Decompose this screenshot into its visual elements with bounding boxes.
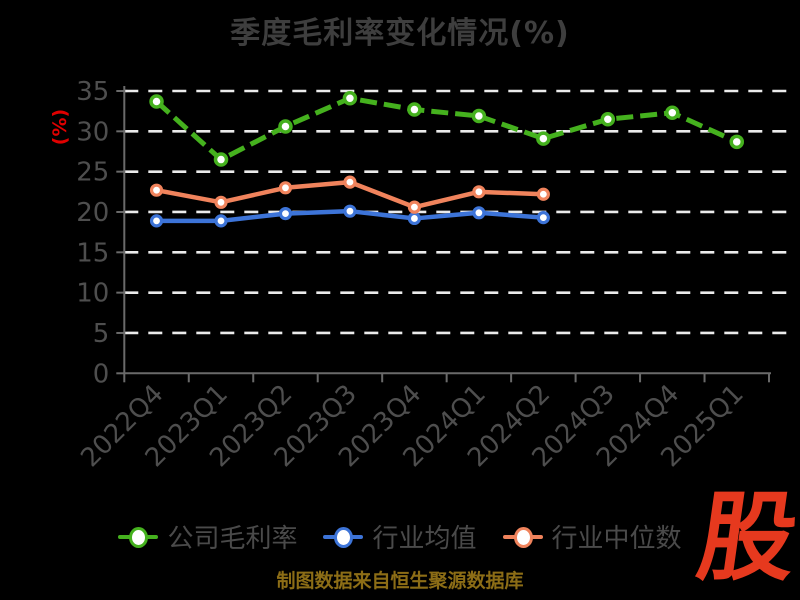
data-point-marker: [536, 131, 551, 146]
y-tick-label: 0: [93, 359, 110, 389]
data-point-marker: [472, 185, 486, 199]
legend-label: 公司毛利率: [167, 524, 298, 554]
legend-marker-blue-icon: [323, 526, 364, 548]
data-point-marker: [149, 94, 164, 109]
y-tick-label: 15: [76, 238, 109, 268]
series-公司毛利率: [149, 91, 745, 167]
legend-label: 行业均值: [372, 524, 477, 554]
y-tick-label: 5: [93, 319, 110, 349]
legend-marker-orange-icon: [502, 526, 543, 548]
data-point-marker: [278, 206, 293, 221]
data-point-marker: [214, 214, 228, 228]
data-point-marker: [149, 214, 164, 228]
chart-legend: 公司毛利率 行业均值 行业中位数: [0, 518, 800, 555]
data-point-marker: [278, 181, 293, 195]
data-point-marker: [149, 183, 164, 197]
legend-item-industry-average: 行业均值: [323, 518, 477, 555]
chart-title: 季度毛利率变化情况(%): [230, 16, 570, 51]
data-point-marker: [600, 111, 616, 127]
y-tick-label: 30: [76, 117, 109, 147]
data-point-marker: [729, 134, 745, 150]
data-point-marker: [407, 102, 422, 117]
data-point-marker: [342, 91, 358, 106]
data-point-marker: [214, 195, 228, 209]
data-point-marker: [407, 200, 422, 214]
data-point-marker: [343, 175, 357, 189]
data-point-marker: [536, 187, 550, 201]
y-tick-label: 10: [76, 279, 109, 309]
series-行业均值: [149, 204, 550, 228]
data-point-marker: [213, 152, 229, 167]
data-point-marker: [407, 211, 422, 226]
gridlines: [124, 89, 792, 335]
data-point-marker: [472, 206, 486, 220]
data-point-marker: [278, 119, 293, 134]
series-行业中位数: [149, 175, 550, 214]
axes: 051015202530352022Q42023Q12023Q22023Q320…: [75, 77, 771, 473]
legend-item-industry-median: 行业中位数: [502, 518, 682, 555]
y-tick-label: 25: [76, 158, 109, 188]
legend-label: 行业中位数: [551, 524, 682, 554]
data-source-note: 制图数据来自恒生聚源数据库: [276, 570, 524, 592]
data-point-marker: [665, 105, 680, 121]
legend-marker-green-icon: [118, 526, 159, 548]
data-point-marker: [343, 204, 357, 218]
data-point-marker: [536, 211, 550, 225]
y-tick-label: 20: [76, 198, 109, 228]
data-point-marker: [471, 108, 487, 124]
y-tick-label: 35: [76, 77, 109, 107]
stock-app-logo: 股: [691, 481, 800, 594]
legend-item-company-margin: 公司毛利率: [118, 518, 297, 555]
